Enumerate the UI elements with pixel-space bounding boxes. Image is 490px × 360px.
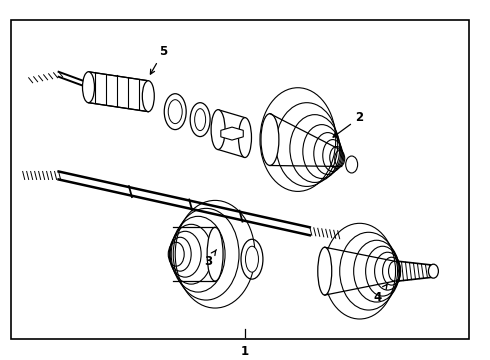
Ellipse shape [261, 114, 279, 166]
Polygon shape [170, 227, 225, 281]
Ellipse shape [239, 118, 251, 158]
Ellipse shape [318, 247, 332, 295]
Ellipse shape [168, 100, 182, 123]
Ellipse shape [142, 81, 154, 112]
Polygon shape [218, 110, 245, 158]
Ellipse shape [245, 246, 258, 272]
Text: 1: 1 [241, 345, 249, 359]
Ellipse shape [428, 264, 439, 278]
Polygon shape [320, 247, 397, 295]
Polygon shape [270, 88, 342, 192]
Ellipse shape [241, 239, 263, 279]
Polygon shape [221, 127, 243, 140]
Polygon shape [89, 72, 148, 112]
Ellipse shape [190, 103, 210, 136]
Ellipse shape [211, 110, 225, 149]
Ellipse shape [195, 109, 206, 131]
Text: 5: 5 [150, 45, 168, 74]
Ellipse shape [207, 227, 223, 281]
Ellipse shape [345, 156, 358, 173]
Text: 2: 2 [333, 111, 364, 137]
Text: 3: 3 [204, 249, 217, 268]
Bar [11, 20, 469, 339]
Ellipse shape [82, 72, 95, 103]
Text: 4: 4 [373, 284, 387, 303]
Ellipse shape [164, 94, 186, 130]
